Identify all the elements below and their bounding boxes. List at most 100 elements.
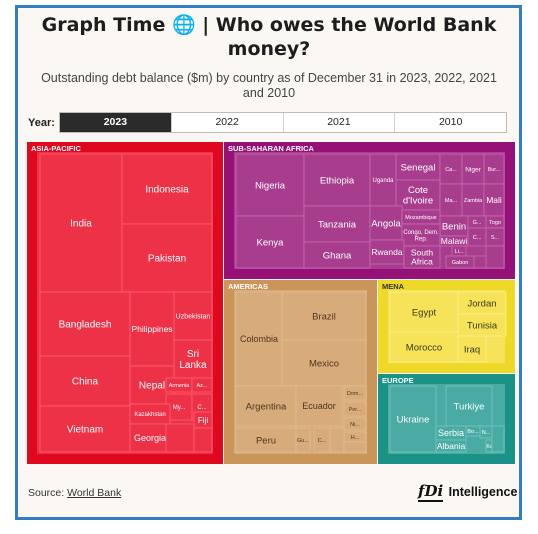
country-label-pakistan: Pakistan — [148, 254, 186, 265]
country-label-india: India — [70, 219, 92, 230]
country-label-mexico: Mexico — [309, 358, 339, 369]
country-label-malawi: Malawi — [441, 236, 468, 246]
country-label-iraq: Iraq — [464, 344, 480, 355]
country-label-angola: Angola — [371, 218, 401, 229]
country-label-gabon: Gabon — [452, 260, 469, 266]
country-label-tunisia: Tunisia — [467, 320, 498, 331]
country-label-fiji: Fiji — [198, 416, 208, 425]
country-label-n: N... — [482, 430, 491, 436]
group-label-americas: AMERICAS — [228, 282, 268, 291]
tile-china — [39, 355, 131, 407]
country-label-indonesia: Indonesia — [145, 185, 189, 196]
title-line-2: money? — [227, 38, 311, 60]
country-label-nigeria: Nigeria — [255, 180, 286, 191]
country-label-rwanda: Rwanda — [371, 247, 402, 257]
minor-tile-6 — [491, 425, 505, 453]
tile-philippines — [129, 291, 175, 367]
country-label-egypt: Egypt — [412, 307, 437, 318]
country-label-dom: Dom... — [347, 391, 364, 397]
country-label-albania: Albania — [437, 441, 466, 451]
group-label-asia-pacific: ASIA-PACIFIC — [31, 144, 81, 153]
country-label-kenya: Kenya — [257, 237, 285, 248]
country-label-tanzania: Tanzania — [318, 219, 357, 230]
country-label-ca: Ca... — [445, 167, 457, 173]
country-label-zambia: Zambia — [464, 198, 483, 204]
tab-2022[interactable]: 2022 — [170, 113, 283, 132]
country-label-morocco: Morocco — [406, 342, 442, 353]
country-label-bur: Bur... — [488, 167, 501, 173]
source-link[interactable]: World Bank — [67, 487, 122, 499]
country-label-peru: Peru — [256, 435, 276, 446]
tile-ghana — [303, 241, 371, 269]
country-label-cote-d-ivoire: Cote d'Ivoire — [403, 185, 433, 206]
country-label-serbia: Serbia — [438, 428, 464, 438]
minor-tile-3 — [473, 255, 487, 269]
country-label-argentina: Argentina — [246, 401, 287, 412]
minor-tile-1 — [193, 427, 213, 453]
country-label-philippines: Philippines — [131, 324, 172, 334]
tile-senegal — [395, 153, 441, 181]
country-label-c: C... — [473, 235, 482, 241]
country-label-ethiopia: Ethiopia — [320, 175, 355, 186]
logo-mark: fDi — [418, 482, 444, 502]
tile-brazil — [281, 291, 367, 341]
source-prefix: Source: — [28, 487, 68, 499]
tile-india — [39, 153, 123, 293]
country-label-gu: Gu... — [297, 438, 309, 444]
country-label-h: H... — [351, 435, 360, 441]
country-label-south-africa: South Africa — [411, 247, 433, 266]
country-label-ecuador: Ecuador — [302, 401, 336, 411]
logo-text: Intelligence — [448, 485, 518, 499]
tile-vietnam — [39, 405, 131, 453]
tile-ecuador — [295, 385, 343, 427]
tile-rwanda — [369, 239, 405, 265]
tab-2021[interactable]: 2021 — [282, 113, 395, 132]
country-label-turkiye: Turkiye — [454, 401, 485, 412]
tile-gu — [295, 427, 311, 453]
tile-uzbekistan — [173, 291, 213, 341]
country-label-congo-dem-rep: Congo, Dem. Rep. — [403, 230, 439, 243]
country-label-li: Li... — [455, 249, 464, 255]
tile-angola — [369, 205, 403, 241]
country-label-c: C... — [197, 405, 207, 411]
country-label-niger: Niger — [465, 166, 481, 173]
minor-tile-0 — [165, 423, 195, 453]
country-label-my: My... — [173, 405, 186, 411]
country-label-c: C... — [318, 438, 327, 444]
country-label-colombia: Colombia — [240, 334, 278, 344]
country-label-uganda: Uganda — [372, 178, 394, 184]
year-tabs: 2023 2022 2021 2010 — [59, 112, 507, 133]
source-note: Source: World Bank — [28, 487, 121, 499]
tile-argentina — [235, 385, 297, 427]
country-label-jordan: Jordan — [467, 298, 496, 309]
tile-ethiopia — [303, 153, 371, 207]
group-label-mena: MENA — [382, 282, 405, 291]
tile-peru — [235, 427, 297, 453]
country-label-ma: Ma... — [445, 198, 458, 204]
country-label-georgia: Georgia — [134, 433, 166, 443]
tab-2023[interactable]: 2023 — [60, 113, 171, 132]
tile-indonesia — [121, 153, 213, 225]
country-label-togo: Togo — [489, 220, 501, 226]
country-label-mali: Mali — [486, 195, 502, 205]
country-label-benin: Benin — [442, 221, 466, 232]
minor-tile-5 — [343, 441, 367, 453]
country-label-az: Az... — [196, 383, 207, 389]
country-label-armenia: Armenia — [169, 383, 190, 389]
tile-uganda — [369, 153, 397, 207]
country-label-ni: Ni... — [350, 422, 360, 428]
tab-2010[interactable]: 2010 — [394, 113, 506, 132]
country-label-kazakhstan: Kazakhstan — [134, 412, 165, 418]
country-label-s: S... — [491, 235, 500, 241]
tile-dom — [343, 385, 367, 401]
country-label-g: G... — [473, 220, 482, 226]
country-label-ghana: Ghana — [323, 250, 352, 261]
tile-south-africa — [403, 245, 441, 269]
page-title: Graph Time 🌐 | Who owes the World Bank m… — [16, 13, 522, 61]
tile-az — [191, 377, 213, 393]
tile-ni — [343, 417, 367, 431]
tile-egypt — [389, 291, 459, 333]
group-label-sub-saharan-africa: SUB-SAHARAN AFRICA — [228, 144, 315, 153]
tile-bangladesh — [39, 291, 131, 357]
country-label-vietnam: Vietnam — [67, 425, 104, 436]
